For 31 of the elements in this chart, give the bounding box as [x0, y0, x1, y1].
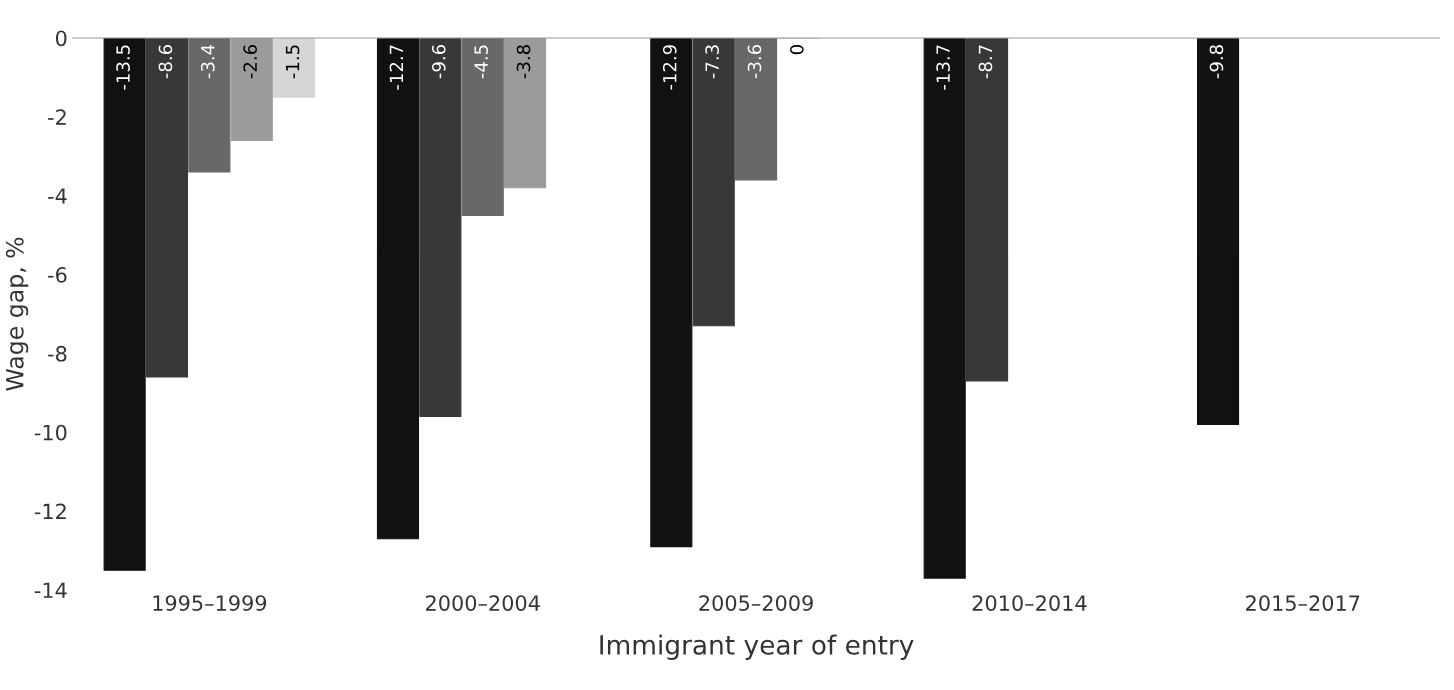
y-axis-title: Wage gap, % [5, 237, 29, 391]
data-label: -13.7 [936, 45, 950, 90]
y-tick-label: -8 [48, 345, 67, 362]
data-label: -12.7 [389, 45, 403, 90]
x-tick-label: 2010–2014 [972, 595, 1087, 611]
y-tick-label: 0 [55, 30, 67, 47]
x-tick-label: 2000–2004 [426, 595, 540, 611]
data-label: -9.6 [431, 45, 446, 79]
y-tick-label: -6 [48, 266, 67, 283]
data-label: -4.5 [474, 45, 488, 79]
x-tick-label: 2015–2017 [1246, 595, 1360, 611]
y-tick-label: -4 [48, 188, 67, 204]
data-label: -2.6 [243, 45, 257, 79]
data-label: -8.6 [158, 45, 173, 79]
y-tick-label: -14 [34, 582, 67, 598]
data-label: -3.6 [747, 45, 762, 79]
y-tick-label: -12 [34, 503, 66, 520]
data-label: -7.3 [705, 45, 719, 79]
data-label: -3.8 [516, 45, 531, 79]
data-label: 0 [790, 45, 804, 55]
data-label: -8.7 [978, 45, 993, 79]
data-label: -9.8 [1209, 45, 1224, 79]
data-label: -3.4 [200, 44, 215, 79]
y-tick-label: -2 [48, 109, 66, 125]
x-tick-label: 2005–2009 [699, 595, 813, 611]
x-axis-title: Immigrant year of entry [600, 634, 914, 660]
data-label: -13.5 [116, 45, 130, 90]
y-tick-label: -10 [34, 424, 67, 441]
data-label: -1.5 [285, 45, 300, 79]
data-label: -12.9 [662, 45, 677, 90]
x-tick-label: 1995–1999 [153, 595, 267, 611]
